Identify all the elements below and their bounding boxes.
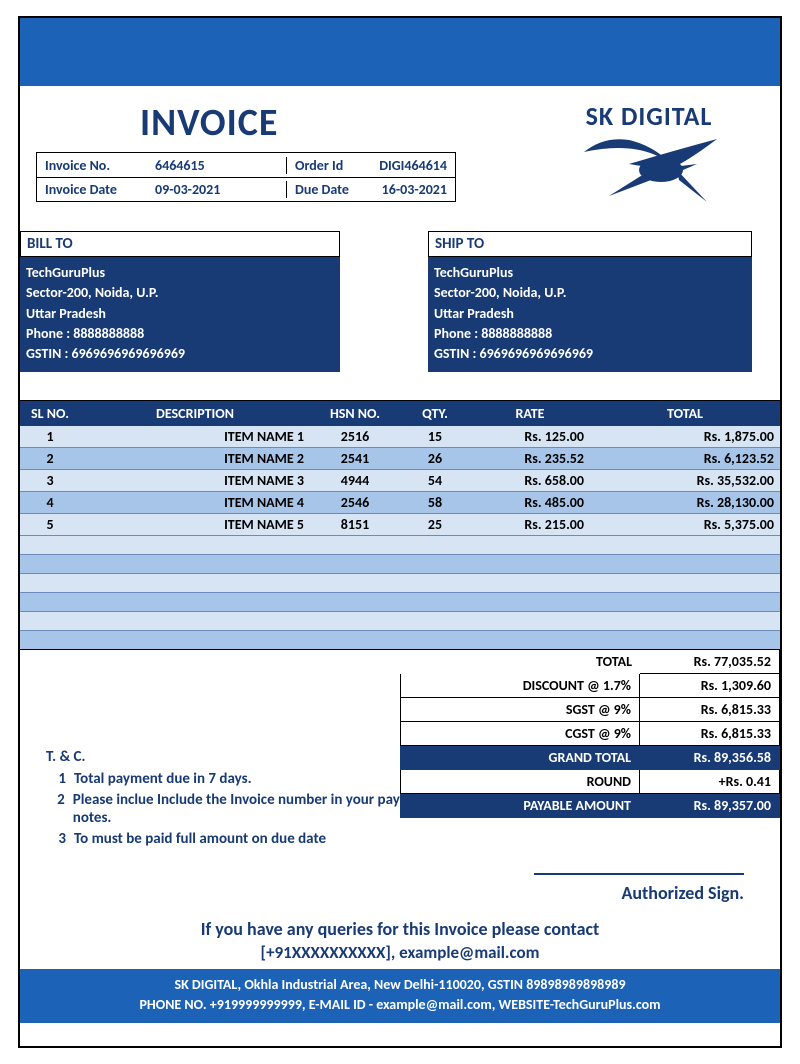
- footer-bar: SK DIGITAL, Okhla Industrial Area, New D…: [20, 969, 780, 1022]
- table-header-row: SL NO. DESCRIPTION HSN NO. QTY. RATE TOT…: [20, 401, 780, 427]
- ship-to-name: TechGuruPlus: [434, 263, 746, 283]
- table-row: [20, 593, 780, 612]
- footer: If you have any queries for this Invoice…: [20, 918, 780, 1022]
- header: INVOICE Invoice No. 6464615 Order Id DIG…: [20, 86, 780, 217]
- cgst-value: Rs. 6,815.33: [640, 722, 780, 746]
- bill-to-addr2: Uttar Pradesh: [26, 304, 334, 324]
- invoice-page: INVOICE Invoice No. 6464615 Order Id DIG…: [18, 16, 782, 1048]
- ship-to-addr1: Sector-200, Noida, U.P.: [434, 283, 746, 303]
- bill-to-body: TechGuruPlus Sector-200, Noida, U.P. Utt…: [20, 257, 340, 372]
- round-value: +Rs. 0.41: [640, 770, 780, 794]
- signature-label: Authorized Sign.: [20, 882, 744, 904]
- order-id-label: Order Id: [287, 157, 367, 174]
- col-qty: QTY.: [400, 401, 470, 427]
- invoice-no-value: 6464615: [147, 157, 287, 174]
- ship-to-body: TechGuruPlus Sector-200, Noida, U.P. Utt…: [428, 257, 752, 372]
- col-sl: SL NO.: [20, 401, 80, 427]
- total-value: Rs. 77,035.52: [640, 650, 780, 674]
- terms-item: 3To must be paid full amount on due date: [46, 830, 450, 848]
- due-date-label: Due Date: [287, 181, 367, 198]
- bill-to-phone: Phone : 8888888888: [26, 324, 334, 344]
- table-row: 2ITEM NAME 2254126Rs. 235.52Rs. 6,123.52: [20, 448, 780, 470]
- table-row: [20, 536, 780, 555]
- col-desc: DESCRIPTION: [80, 401, 310, 427]
- footer-bar-line2: PHONE NO. +919999999999, E-MAIL ID - exa…: [24, 995, 776, 1015]
- table-row: 3ITEM NAME 3494454Rs. 658.00Rs. 35,532.0…: [20, 470, 780, 492]
- footer-bar-line1: SK DIGITAL, Okhla Industrial Area, New D…: [24, 975, 776, 995]
- col-rate: RATE: [470, 401, 590, 427]
- discount-value: Rs. 1,309.60: [640, 674, 780, 698]
- sgst-value: Rs. 6,815.33: [640, 698, 780, 722]
- items-table: SL NO. DESCRIPTION HSN NO. QTY. RATE TOT…: [20, 400, 780, 650]
- table-row: [20, 574, 780, 593]
- invoice-date-value: 09-03-2021: [147, 181, 287, 198]
- ship-to-gstin: GSTIN : 6969696969696969: [434, 344, 746, 364]
- ship-to-phone: Phone : 8888888888: [434, 324, 746, 344]
- terms-item: 2Please inclue Include the Invoice numbe…: [46, 791, 450, 827]
- ship-to-heading: SHIP TO: [428, 231, 752, 257]
- total-label: TOTAL: [400, 650, 640, 674]
- sgst-label: SGST @ 9%: [400, 698, 640, 722]
- bill-to-name: TechGuruPlus: [26, 263, 334, 283]
- bird-icon: [534, 134, 764, 209]
- brand-name: SK DIGITAL: [534, 100, 764, 132]
- signature-block: Authorized Sign.: [20, 861, 780, 904]
- invoice-meta: Invoice No. 6464615 Order Id DIGI464614 …: [36, 152, 456, 202]
- payable-value: Rs. 89,357.00: [640, 794, 780, 818]
- terms: T. & C. 1Total payment due in 7 days. 2Pl…: [20, 740, 476, 855]
- table-row: 1ITEM NAME 1251615Rs. 125.00Rs. 1,875.00: [20, 426, 780, 448]
- parties: BILL TO TechGuruPlus Sector-200, Noida, …: [20, 217, 780, 372]
- table-row: 5ITEM NAME 5815125Rs. 215.00Rs. 5,375.00: [20, 514, 780, 536]
- due-date-value: 16-03-2021: [367, 181, 455, 198]
- table-row: [20, 631, 780, 650]
- col-total: TOTAL: [590, 401, 780, 427]
- terms-heading: T. & C.: [46, 748, 450, 766]
- bill-to-gstin: GSTIN : 6969696969696969: [26, 344, 334, 364]
- invoice-no-label: Invoice No.: [37, 157, 147, 174]
- table-row: [20, 555, 780, 574]
- top-bar: [20, 18, 780, 86]
- grand-total-value: Rs. 89,356.58: [640, 746, 780, 770]
- terms-item: 1Total payment due in 7 days.: [46, 770, 450, 788]
- bill-to-heading: BILL TO: [20, 231, 340, 257]
- table-row: [20, 612, 780, 631]
- footer-query-line1: If you have any queries for this Invoice…: [20, 918, 780, 940]
- invoice-date-label: Invoice Date: [37, 181, 147, 198]
- bill-to-addr1: Sector-200, Noida, U.P.: [26, 283, 334, 303]
- page-title: INVOICE: [36, 100, 534, 152]
- table-row: 4ITEM NAME 4254658Rs. 485.00Rs. 28,130.0…: [20, 492, 780, 514]
- ship-to-addr2: Uttar Pradesh: [434, 304, 746, 324]
- footer-query-line2: [+91XXXXXXXXXX], example@mail.com: [20, 942, 780, 963]
- discount-label: DISCOUNT @ 1.7%: [400, 674, 640, 698]
- col-hsn: HSN NO.: [310, 401, 400, 427]
- order-id-value: DIGI464614: [367, 157, 455, 174]
